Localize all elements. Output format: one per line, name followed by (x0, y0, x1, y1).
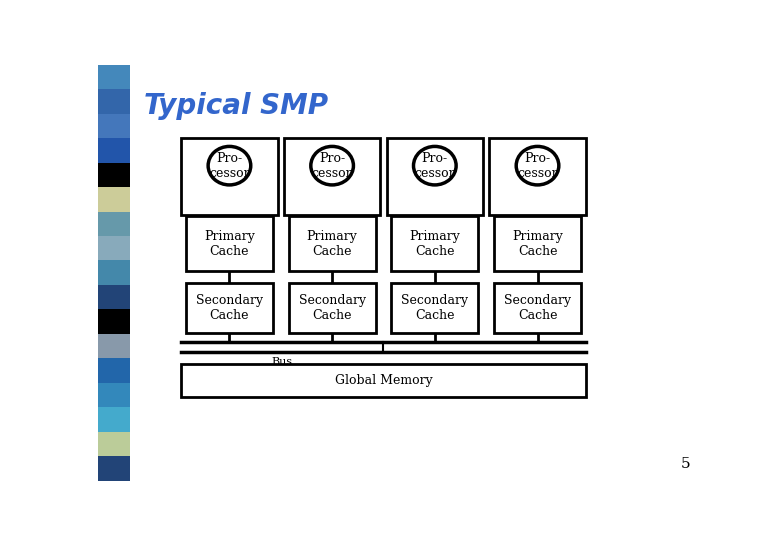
Bar (284, 138, 381, 215)
Bar (98, 431, 130, 456)
Text: Typical SMP: Typical SMP (144, 92, 328, 120)
Text: Primary
Cache: Primary Cache (204, 230, 255, 258)
Text: Primary
Cache: Primary Cache (307, 230, 357, 258)
Bar (98, 212, 130, 236)
Text: Pro-
cessor: Pro- cessor (517, 152, 558, 180)
Text: Primary
Cache: Primary Cache (410, 230, 460, 258)
Bar (387, 138, 483, 215)
Text: Pro-
cessor: Pro- cessor (414, 152, 456, 180)
Bar (392, 283, 478, 333)
Bar (186, 283, 273, 333)
Bar (98, 285, 130, 309)
Bar (98, 383, 130, 407)
Bar (98, 236, 130, 260)
Ellipse shape (208, 146, 250, 185)
Text: Global Memory: Global Memory (335, 374, 432, 387)
Bar (98, 407, 130, 431)
Bar (98, 359, 130, 383)
Bar (181, 363, 586, 397)
Bar (98, 260, 130, 285)
Bar (186, 217, 273, 271)
Bar (289, 283, 376, 333)
Ellipse shape (310, 146, 353, 185)
Ellipse shape (516, 146, 558, 185)
Bar (98, 187, 130, 212)
Bar (98, 138, 130, 163)
Bar (181, 138, 278, 215)
Bar (489, 138, 586, 215)
Ellipse shape (413, 146, 456, 185)
Text: Secondary
Cache: Secondary Cache (401, 294, 468, 322)
Bar (98, 65, 130, 89)
Bar (98, 309, 130, 334)
Bar (98, 114, 130, 138)
Text: Pro-
cessor: Pro- cessor (209, 152, 250, 180)
Text: Pro-
cessor: Pro- cessor (312, 152, 353, 180)
Bar (98, 89, 130, 114)
Text: 5: 5 (681, 457, 690, 471)
Text: Secondary
Cache: Secondary Cache (299, 294, 366, 322)
Text: Primary
Cache: Primary Cache (512, 230, 563, 258)
Bar (494, 217, 581, 271)
Text: Secondary
Cache: Secondary Cache (196, 294, 263, 322)
Text: Secondary
Cache: Secondary Cache (504, 294, 571, 322)
Bar (98, 334, 130, 359)
Bar (98, 163, 130, 187)
Bar (392, 217, 478, 271)
Bar (289, 217, 376, 271)
Bar (98, 456, 130, 481)
Bar (494, 283, 581, 333)
Text: Bus: Bus (271, 357, 293, 367)
